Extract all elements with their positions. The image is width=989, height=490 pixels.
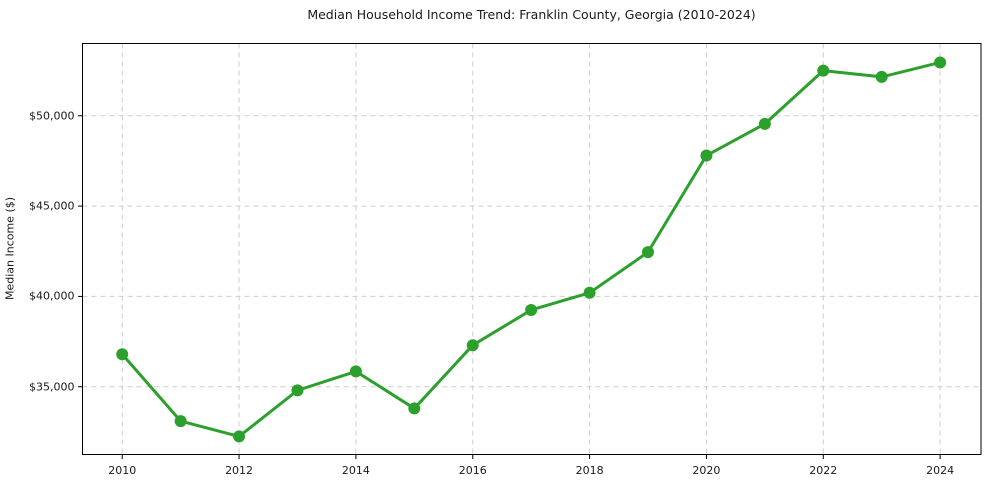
data-point-marker bbox=[642, 246, 655, 259]
x-tick-label: 2012 bbox=[225, 463, 254, 477]
axes-border bbox=[82, 43, 982, 455]
data-point-marker bbox=[408, 402, 421, 415]
data-point-marker bbox=[583, 286, 596, 299]
data-line bbox=[120, 60, 942, 438]
x-tick-label: 2016 bbox=[458, 463, 487, 477]
data-point-marker bbox=[525, 303, 538, 316]
data-point-marker bbox=[758, 117, 771, 130]
x-tick-label: 2022 bbox=[809, 463, 838, 477]
y-tick-label: $45,000 bbox=[29, 199, 75, 213]
x-tick-label: 2024 bbox=[926, 463, 955, 477]
data-point-marker bbox=[116, 348, 129, 361]
data-point-marker bbox=[174, 415, 187, 428]
data-point-marker bbox=[700, 149, 713, 162]
chart-title: Median Household Income Trend: Franklin … bbox=[307, 7, 756, 22]
data-point-marker bbox=[875, 70, 888, 83]
y-tick-label: $40,000 bbox=[29, 289, 75, 303]
y-tick-label: $35,000 bbox=[29, 380, 75, 394]
data-point-marker bbox=[934, 56, 947, 69]
data-point-marker bbox=[349, 365, 362, 378]
data-point-marker bbox=[466, 339, 479, 352]
x-tick-label: 2014 bbox=[341, 463, 370, 477]
data-point-marker bbox=[291, 384, 304, 397]
x-tick-label: 2010 bbox=[108, 463, 137, 477]
data-point-marker bbox=[817, 64, 830, 77]
x-tick-label: 2020 bbox=[692, 463, 721, 477]
y-tick-label: $50,000 bbox=[29, 109, 75, 123]
x-tick-label: 2018 bbox=[575, 463, 604, 477]
data-point-marker bbox=[233, 430, 246, 443]
